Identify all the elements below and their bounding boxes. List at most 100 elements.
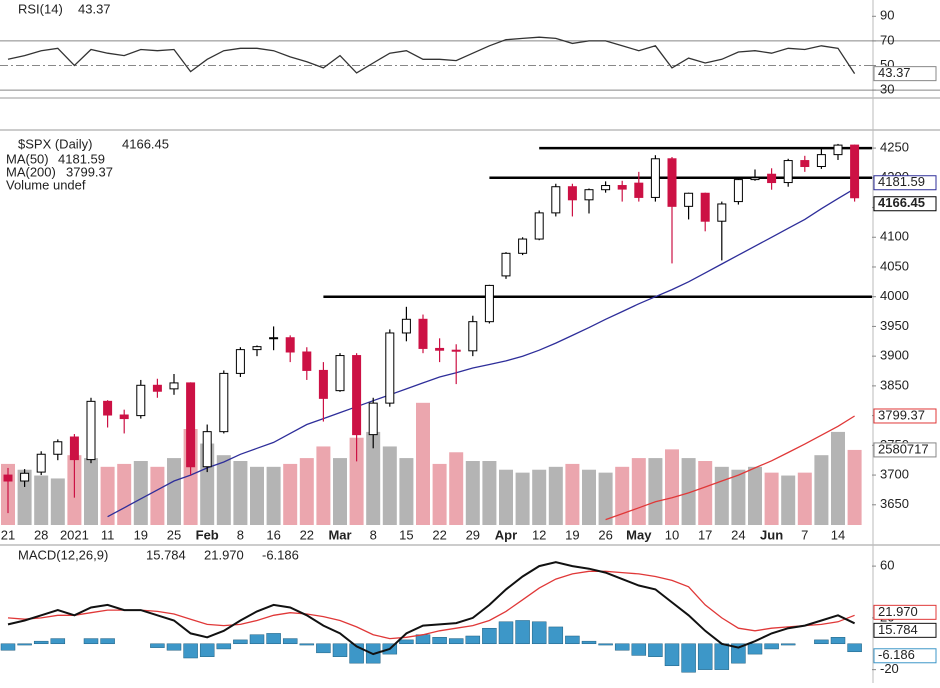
candle-body xyxy=(219,372,229,433)
candle-body xyxy=(551,186,561,214)
histogram-bar xyxy=(714,643,730,670)
candle-body xyxy=(119,414,129,420)
volume-bar xyxy=(532,469,547,525)
candle-body xyxy=(235,349,245,374)
histogram-bar xyxy=(100,638,115,645)
histogram-bar xyxy=(631,643,647,656)
y-tick-label: 60 xyxy=(880,558,894,573)
volume-bar xyxy=(150,466,165,525)
volume-bar xyxy=(133,461,148,525)
x-tick-label: 2021 xyxy=(60,527,89,542)
panel-title: MACD(12,26,9) xyxy=(18,547,108,562)
histogram-bar xyxy=(565,635,580,645)
candle-body xyxy=(534,212,544,240)
volume-bar xyxy=(797,472,812,525)
y-tick-label: 90 xyxy=(880,8,894,23)
candle-body xyxy=(833,144,843,156)
x-tick-label: Apr xyxy=(495,527,517,542)
histogram-bar xyxy=(515,620,530,645)
x-tick-label: 16 xyxy=(266,527,280,542)
candle-body xyxy=(717,203,727,222)
volume-bar xyxy=(117,463,132,525)
histogram-bar xyxy=(747,643,763,655)
histogram-bar xyxy=(830,637,846,645)
panel-title-value: 21.970 xyxy=(204,547,244,562)
histogram-bar xyxy=(448,638,464,645)
volume-bar xyxy=(84,458,98,525)
volume-bar xyxy=(100,466,115,525)
y-tick-label: 3950 xyxy=(880,318,909,333)
value-box-label: 21.970 xyxy=(878,604,918,619)
volume-bar xyxy=(449,452,464,525)
x-tick-label: 19 xyxy=(565,527,579,542)
candle-body xyxy=(3,474,13,482)
x-tick-label: 29 xyxy=(466,527,480,542)
x-tick-label: 19 xyxy=(134,527,148,542)
volume-bar xyxy=(366,431,381,525)
volume-bar xyxy=(665,449,679,525)
histogram-bar xyxy=(183,643,198,659)
candle-body xyxy=(385,332,395,404)
candle-body xyxy=(318,369,328,399)
panel-title-value: -6.186 xyxy=(262,547,299,562)
volume-bar xyxy=(714,466,729,525)
candle-body xyxy=(69,436,79,461)
histogram-bar xyxy=(0,643,16,651)
histogram-bar xyxy=(465,635,481,645)
value-box xyxy=(873,604,937,620)
histogram-bar xyxy=(814,639,829,645)
histogram-bar xyxy=(17,643,32,646)
candle-body xyxy=(202,431,212,468)
volume-bar xyxy=(299,458,314,525)
histogram-bar xyxy=(780,643,796,646)
volume-bar xyxy=(698,461,713,525)
candle-body xyxy=(53,441,63,455)
volume-bar xyxy=(216,455,231,525)
volume-bar xyxy=(266,466,281,525)
histogram-bar xyxy=(166,643,182,651)
y-tick-label: 4000 xyxy=(880,288,909,303)
x-tick-label: 8 xyxy=(370,527,377,542)
y-tick-label: 4100 xyxy=(880,229,909,244)
volume-bar xyxy=(399,458,414,525)
histogram-bar xyxy=(581,640,597,645)
x-tick-label: 22 xyxy=(432,527,446,542)
candle-body xyxy=(584,189,594,201)
value-box-label: 3799.37 xyxy=(878,407,925,422)
candle-body xyxy=(136,384,146,417)
x-tick-label: 15 xyxy=(399,527,413,542)
legend-value: 4181.59 xyxy=(58,151,105,166)
histogram-bar xyxy=(731,643,746,664)
candle-body xyxy=(186,382,196,468)
volume-bar xyxy=(50,478,65,525)
value-box-label: 4166.45 xyxy=(878,195,925,210)
candle-body xyxy=(750,177,760,181)
y-tick-label: 70 xyxy=(880,32,894,47)
histogram-bar xyxy=(266,633,281,645)
histogram-bar xyxy=(847,643,862,653)
histogram-bar xyxy=(150,643,165,648)
y-tick-label: -20 xyxy=(880,661,899,676)
histogram-bar xyxy=(50,638,66,645)
candle-body xyxy=(152,384,162,392)
histogram-bar xyxy=(664,643,680,667)
volume-bar xyxy=(499,469,513,525)
candle-body xyxy=(733,179,743,203)
candle-body xyxy=(783,160,793,184)
x-tick-label: 11 xyxy=(101,527,115,542)
candle-body xyxy=(800,160,810,168)
volume-bar xyxy=(731,469,746,525)
x-tick-label: 24 xyxy=(731,527,745,542)
volume-bar xyxy=(333,458,347,525)
candle-body xyxy=(352,355,362,436)
histogram-bar xyxy=(614,643,630,651)
x-tick-label: 14 xyxy=(831,527,845,542)
y-tick-label: 4050 xyxy=(880,258,909,273)
value-box-label: 15.784 xyxy=(878,622,918,637)
volume-bar xyxy=(250,466,264,525)
y-tick-label: 4250 xyxy=(880,140,909,155)
x-tick-label: Mar xyxy=(328,527,351,542)
value-box xyxy=(873,175,937,191)
candle-body xyxy=(252,346,262,351)
candle-body xyxy=(418,318,428,349)
